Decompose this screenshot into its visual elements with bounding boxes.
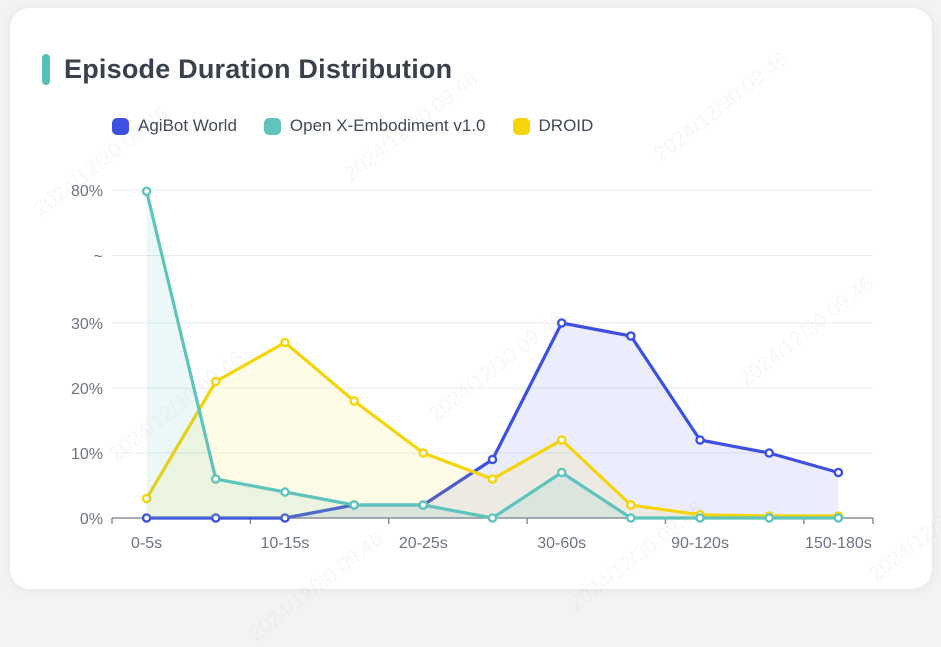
series-agibot-world [141,318,844,523]
data-point-marker [695,513,705,523]
data-point-marker [210,376,221,387]
data-point-marker [418,500,429,510]
data-point-marker [556,435,567,445]
y-tick-label: 30% [71,316,103,333]
x-tick-label: 20-25s [399,535,448,552]
series-area [146,323,839,518]
legend-label-droid: DROID [538,116,594,135]
data-point-marker [210,474,221,484]
data-point-marker [626,500,636,510]
x-tick-label: 0-5s [131,535,162,552]
data-point-marker [764,513,775,523]
chart-card [10,8,932,589]
x-tick-label: 150-180s [805,535,872,552]
data-point-marker [833,513,844,523]
data-point-marker [349,396,359,406]
legend-swatch-open-x-embodiment [263,117,281,135]
y-tick-label: 10% [71,446,103,463]
x-tick-label: 90-120s [671,535,729,552]
data-point-marker [141,513,152,523]
data-point-marker [487,513,498,523]
y-tick-label: 0% [80,511,103,528]
legend-item-open-x-embodiment[interactable]: Open X-Embodiment v1.0 [263,116,486,136]
legend-label-open-x-embodiment: Open X-Embodiment v1.0 [289,116,486,135]
data-point-marker [141,186,152,197]
data-point-marker [487,474,498,484]
data-point-marker [626,331,636,341]
y-tick-label: 20% [71,381,103,398]
data-point-marker [833,467,844,478]
title-accent-bar [42,54,50,85]
legend-label-agibot-world: AgiBot World [138,116,237,135]
data-point-marker [349,500,359,510]
data-point-marker [764,448,775,458]
legend-swatch-agibot-world [112,117,129,135]
data-point-marker [626,513,636,523]
legend-item-droid[interactable]: DROID [512,116,594,136]
y-axis-break-symbol: ~ [94,249,103,266]
line-chart: 0% 10% 20% 30% ~80% 0-5s 10-15s 20-25s 30-60s 90-… [71,183,874,552]
series-area [146,191,839,519]
data-point-marker [280,487,290,497]
data-point-marker [280,513,290,523]
x-tick-label: 30-60s [537,535,586,552]
chart-legend: AgiBot World Open X-Embodiment v1.0 DROI… [112,116,593,136]
data-point-marker [280,337,290,348]
series-area [146,342,839,518]
legend-item-agibot-world[interactable]: AgiBot World [112,116,237,136]
data-point-marker [210,513,221,523]
y-tick-label: 80% [71,183,103,200]
data-point-marker [141,493,152,504]
legend-swatch-droid [512,117,530,135]
data-point-marker [418,448,429,458]
x-tick-label: 10-15s [260,535,309,552]
series-open-x-embodiment-v1-0 [141,186,844,523]
data-point-marker [695,435,705,445]
data-point-marker [487,454,498,465]
chart-title: Episode Duration Distribution [64,54,453,84]
data-point-marker [556,318,567,328]
title-row: Episode Duration Distribution [42,54,452,85]
data-point-marker [556,467,567,478]
